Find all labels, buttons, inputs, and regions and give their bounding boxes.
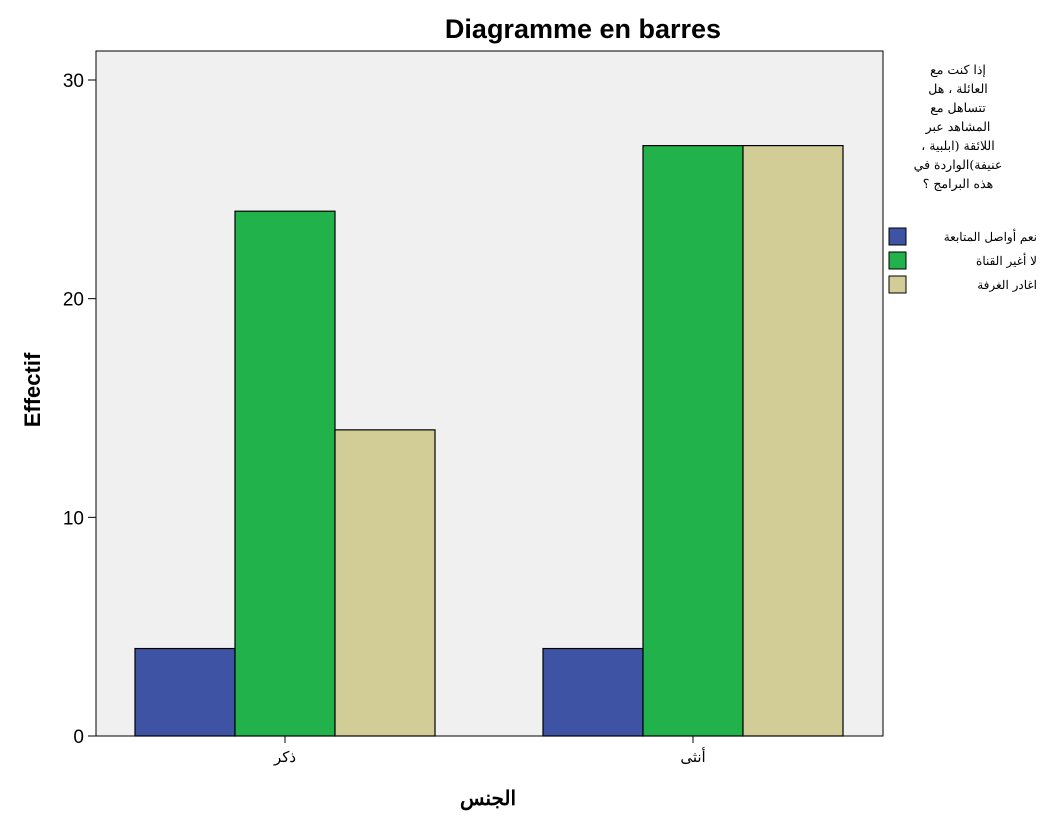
x-axis-label: الجنس: [460, 788, 516, 811]
legend-swatch: [888, 251, 907, 270]
legend-item-label: لا أغير القناة: [976, 253, 1037, 268]
bar: [134, 647, 236, 737]
bars: [134, 145, 844, 737]
bar: [542, 647, 644, 737]
legend-swatch: [888, 275, 907, 294]
legend: إذا كنت مع العائلة ، هل تتساهل مع المشاهد ع…: [888, 62, 1037, 294]
x-category-label: أنثى: [680, 747, 705, 766]
y-tick-label: 10: [63, 508, 84, 529]
legend-title-line: تتساهل مع: [930, 100, 986, 116]
bar: [234, 210, 336, 737]
chart-title: Diagramme en barres: [445, 14, 721, 44]
bar: [334, 429, 436, 737]
y-axis: 0 10 20 30: [63, 51, 97, 748]
y-tick-label: 20: [63, 290, 84, 311]
legend-title-line: هذه البرامج ؟: [923, 176, 994, 192]
legend-title-line: العائلة ، هل: [928, 81, 987, 96]
x-axis: ذكر أنثى: [273, 736, 706, 766]
legend-title-line: إذا كنت مع: [930, 62, 986, 78]
y-tick-label: 30: [63, 71, 84, 92]
legend-swatch: [888, 227, 907, 246]
x-category-label: ذكر: [273, 749, 296, 766]
legend-item-label: اغادر الغرفة: [977, 278, 1037, 292]
y-axis-label: Effectif: [20, 352, 45, 427]
legend-title-line: اللائقة (ابلبية ،: [921, 138, 994, 153]
bar: [742, 145, 844, 737]
y-tick-label: 0: [73, 727, 84, 748]
legend-item-label: نعم أواصل المتابعة: [944, 229, 1037, 244]
bar: [642, 145, 744, 737]
legend-title-line: عنيفة)الواردة في: [914, 157, 1003, 173]
legend-title-line: المشاهد عبر: [925, 119, 991, 135]
